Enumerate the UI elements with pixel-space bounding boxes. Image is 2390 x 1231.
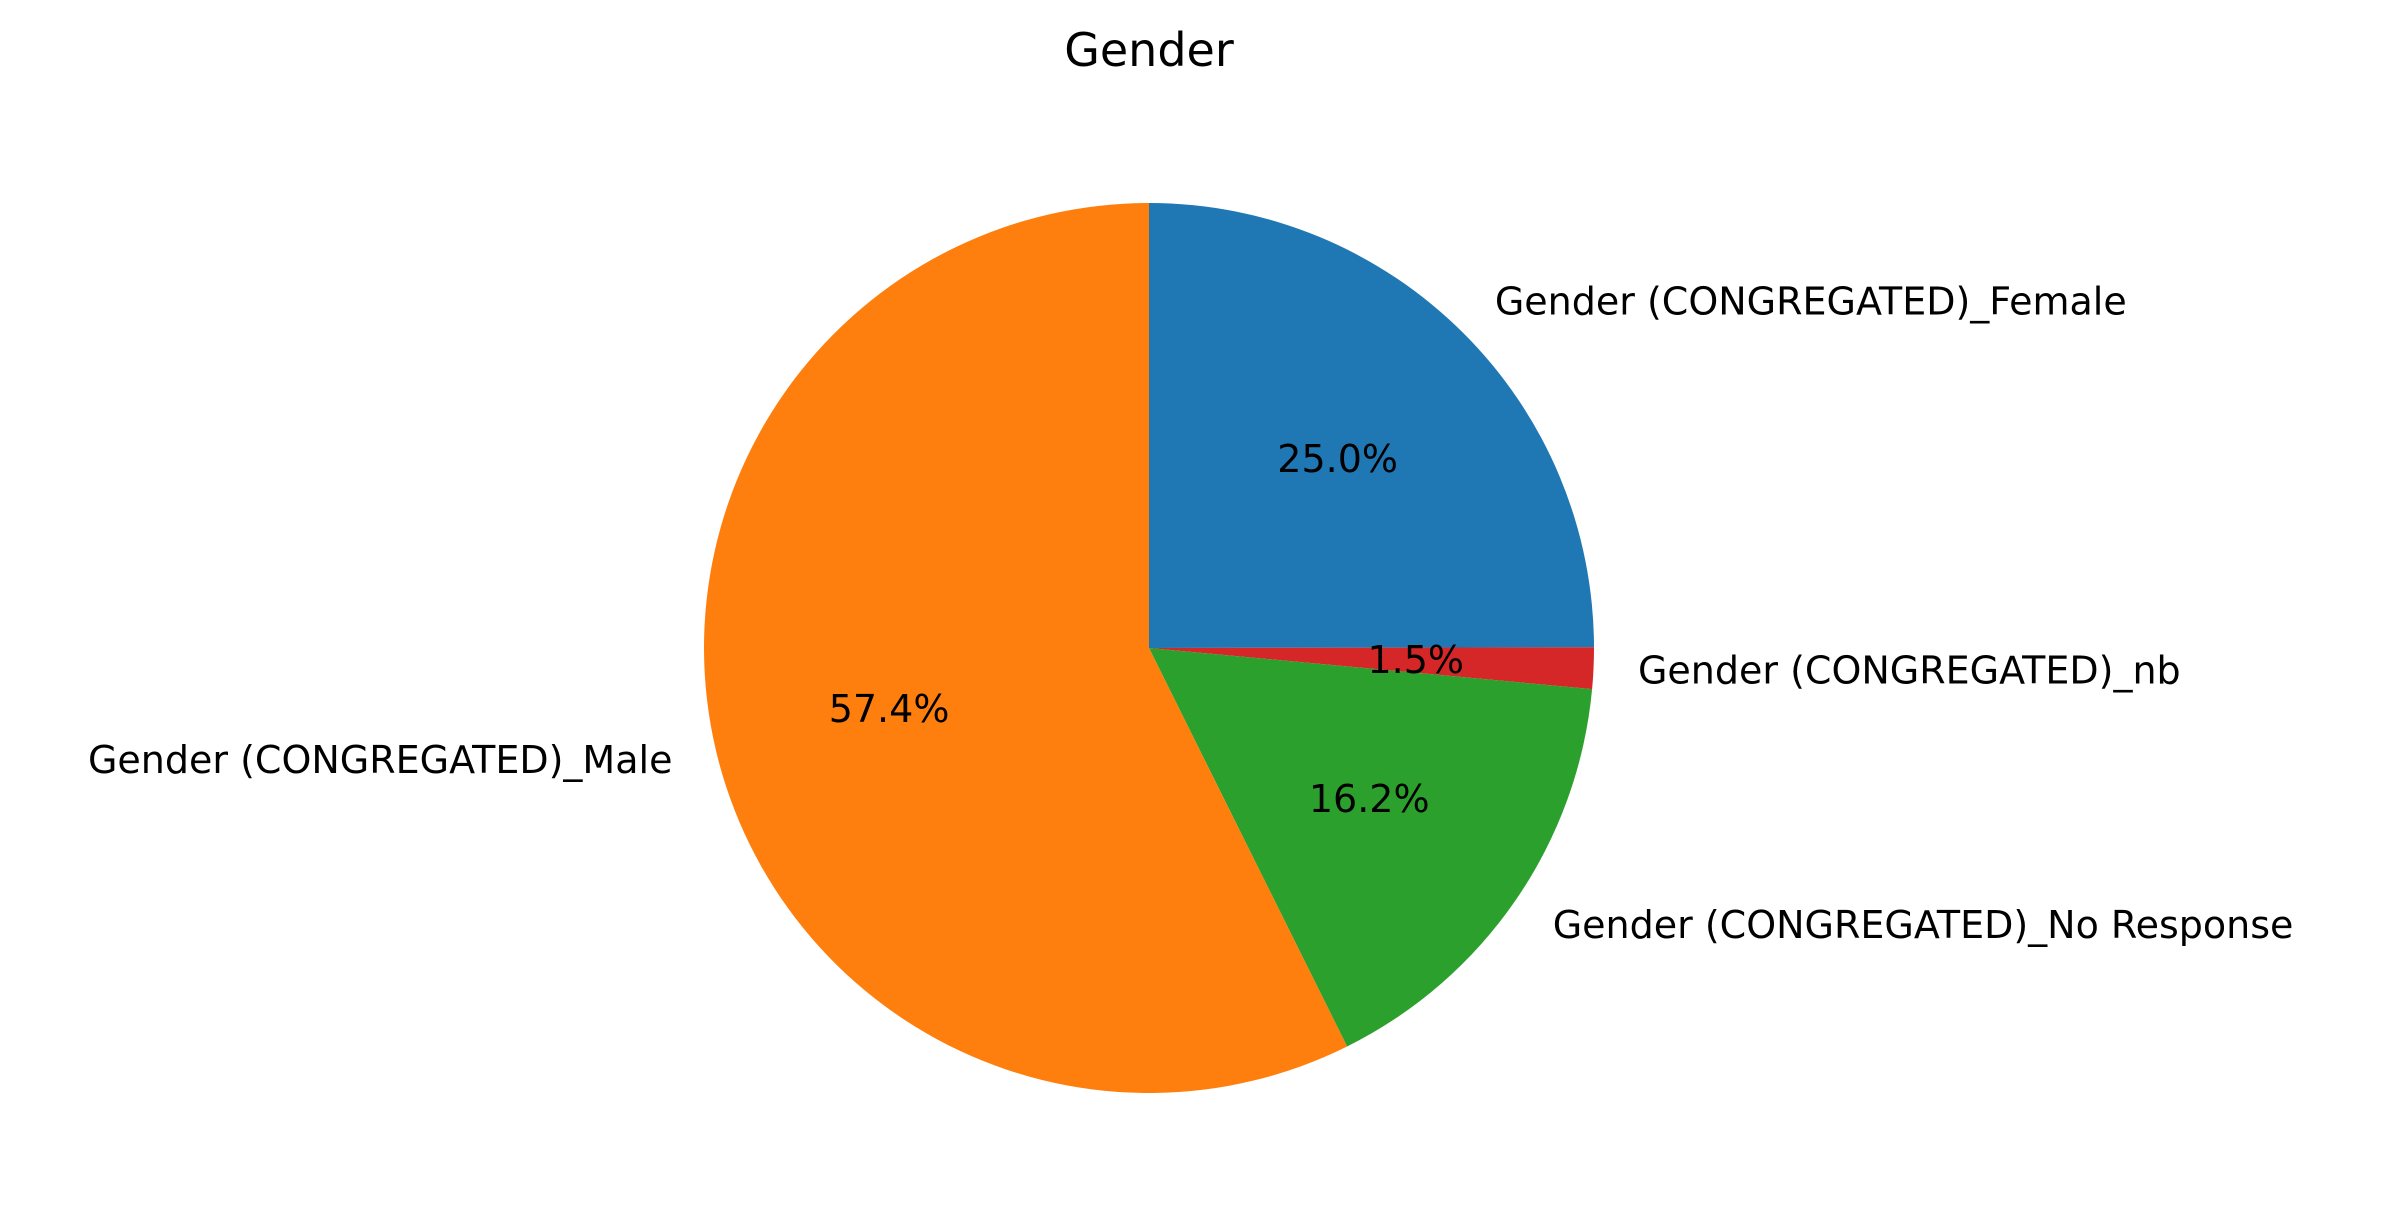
pie-category-label: Gender (CONGREGATED)_nb <box>1638 648 2181 692</box>
pie-percent-label: 25.0% <box>1277 437 1398 481</box>
pie-slices <box>704 203 1595 1093</box>
pie-category-label: Gender (CONGREGATED)_Male <box>88 738 672 782</box>
pie-category-label: Gender (CONGREGATED)_No Response <box>1553 903 2294 947</box>
pie-percent-labels: 25.0% 1.5% 16.2% 57.4% <box>829 437 1464 821</box>
chart-title: Gender <box>1064 23 1234 77</box>
pie-slice-nb <box>1149 647 1595 690</box>
pie-percent-label: 57.4% <box>829 687 950 731</box>
pie-slice-female <box>1149 203 1594 648</box>
pie-slice-male <box>704 203 1348 1093</box>
pie-percent-label: 1.5% <box>1367 638 1464 682</box>
pie-percent-label: 16.2% <box>1309 777 1430 821</box>
pie-slice-no-response <box>1149 648 1593 1047</box>
pie-category-labels: Gender (CONGREGATED)_Female Gender (CONGR… <box>88 280 2293 947</box>
pie-category-label: Gender (CONGREGATED)_Female <box>1495 280 2127 324</box>
